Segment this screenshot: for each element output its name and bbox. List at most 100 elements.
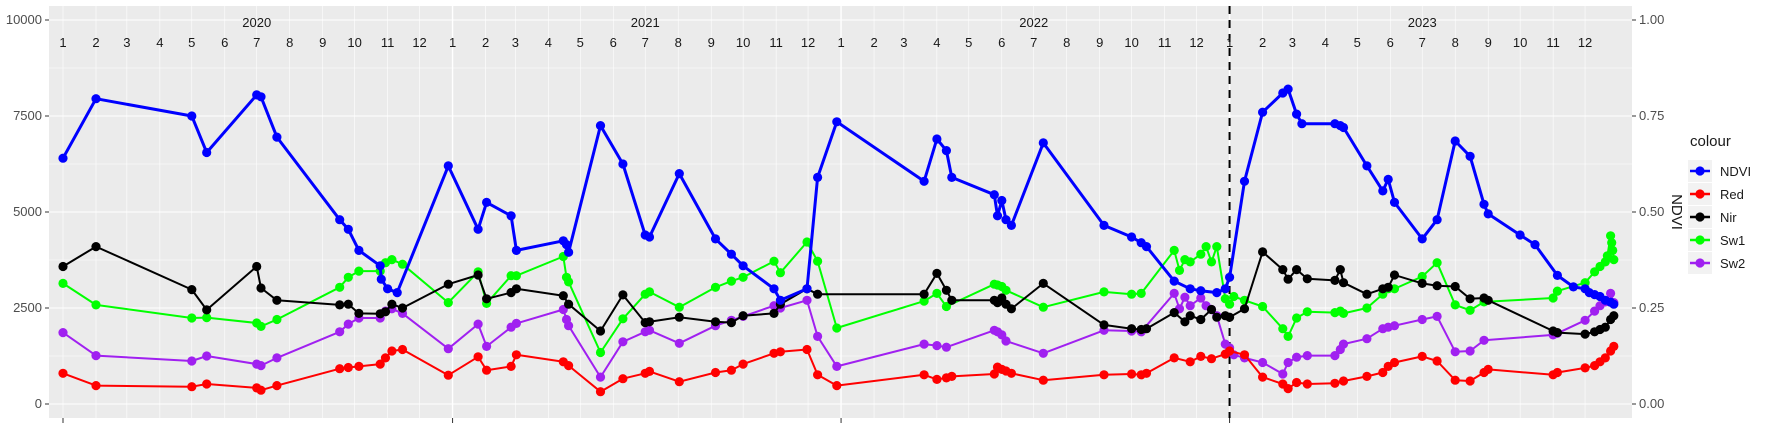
data-point-nir xyxy=(1225,312,1235,322)
month-label: 3 xyxy=(900,35,907,50)
data-point-sw1 xyxy=(187,313,197,323)
data-point-nir xyxy=(710,317,721,327)
data-point-ndvi xyxy=(644,232,655,242)
data-point-sw1 xyxy=(726,276,737,286)
data-point-sw1 xyxy=(1417,271,1427,282)
month-label: 12 xyxy=(412,35,426,50)
data-point-red xyxy=(1141,368,1152,378)
legend-key-point xyxy=(1695,258,1705,268)
data-point-sw2 xyxy=(1180,292,1190,302)
month-label: 2 xyxy=(92,35,99,50)
data-point-red xyxy=(1225,346,1235,356)
data-point-nir xyxy=(1283,274,1293,284)
data-point-sw1 xyxy=(674,302,684,312)
data-point-nir xyxy=(1552,328,1562,338)
data-point-nir xyxy=(252,261,262,272)
data-point-ndvi xyxy=(392,288,402,298)
data-point-ndvi xyxy=(997,195,1007,206)
data-point-nir xyxy=(941,285,952,295)
data-point-red xyxy=(1292,377,1302,388)
data-point-sw2 xyxy=(1302,351,1312,361)
data-point-nir xyxy=(1239,304,1250,314)
month-label: 8 xyxy=(1063,35,1070,50)
month-label: 8 xyxy=(1452,35,1459,50)
data-point-sw1 xyxy=(1169,245,1179,255)
month-label: 10 xyxy=(736,35,750,50)
data-point-nir xyxy=(1006,304,1017,314)
data-point-ndvi xyxy=(947,172,957,182)
data-point-ndvi xyxy=(564,247,574,257)
data-point-sw1 xyxy=(1136,288,1146,298)
data-point-ndvi xyxy=(1220,284,1230,294)
month-label: 6 xyxy=(1387,35,1394,50)
data-point-sw1 xyxy=(1258,301,1268,312)
data-point-nir xyxy=(1212,312,1222,322)
data-point-ndvi xyxy=(561,240,572,250)
data-point-nir xyxy=(1609,311,1619,321)
month-label: 4 xyxy=(156,35,163,50)
data-point-ndvi xyxy=(1127,232,1137,242)
month-label: 10 xyxy=(1513,35,1527,50)
data-point-nir xyxy=(1338,278,1349,288)
data-point-ndvi xyxy=(775,295,786,305)
data-point-red xyxy=(1302,379,1312,389)
data-point-sw1 xyxy=(272,314,282,325)
series-layer xyxy=(58,84,1619,397)
data-point-sw1 xyxy=(1432,258,1442,268)
year-label: 2021 xyxy=(631,15,660,30)
month-label: 9 xyxy=(708,35,715,50)
month-label: 10 xyxy=(347,35,361,50)
data-point-nir xyxy=(644,317,655,327)
data-point-red xyxy=(932,374,942,384)
data-point-ndvi xyxy=(58,153,68,163)
data-point-ndvi xyxy=(272,132,282,142)
data-point-nir xyxy=(1206,304,1217,315)
month-label: 9 xyxy=(1485,35,1492,50)
data-point-sw2 xyxy=(1432,311,1442,321)
data-point-ndvi xyxy=(1001,215,1011,225)
data-point-sw2 xyxy=(1278,369,1288,379)
data-point-sw2 xyxy=(91,351,101,361)
data-point-red xyxy=(802,344,812,355)
data-point-nir xyxy=(482,294,492,304)
data-point-nir xyxy=(1432,281,1442,291)
data-point-sw1 xyxy=(1206,257,1217,267)
data-point-ndvi xyxy=(187,111,197,121)
data-point-sw2 xyxy=(813,331,823,341)
data-point-sw2 xyxy=(58,328,68,338)
data-point-sw2 xyxy=(343,319,353,329)
data-point-ndvi xyxy=(1552,270,1562,280)
data-point-red xyxy=(595,387,606,397)
month-label: 1 xyxy=(59,35,66,50)
data-point-ndvi xyxy=(1378,186,1388,196)
data-point-ndvi xyxy=(1383,174,1393,184)
data-point-sw2 xyxy=(1450,347,1460,357)
data-point-sw1 xyxy=(710,282,721,292)
month-label: 5 xyxy=(188,35,195,50)
data-point-red xyxy=(644,366,655,376)
data-point-red xyxy=(1580,363,1590,373)
data-point-red xyxy=(1389,357,1400,368)
data-point-sw1 xyxy=(1283,331,1293,341)
data-point-sw1 xyxy=(335,282,345,292)
data-point-nir xyxy=(674,312,684,322)
data-point-sw2 xyxy=(1330,351,1340,361)
data-point-sw1 xyxy=(932,288,942,298)
data-point-ndvi xyxy=(674,169,684,179)
month-label: 11 xyxy=(1158,35,1172,50)
data-point-nir xyxy=(932,268,942,278)
data-point-sw2 xyxy=(1292,352,1302,362)
data-point-ndvi xyxy=(618,159,628,169)
data-point-nir xyxy=(1127,324,1137,334)
y2-tick-label: 0.75 xyxy=(1639,108,1664,123)
data-point-ndvi xyxy=(1389,197,1400,207)
legend-label-sw2: Sw2 xyxy=(1720,256,1745,271)
data-point-ndvi xyxy=(941,146,952,156)
data-point-sw2 xyxy=(1465,346,1475,356)
data-point-ndvi xyxy=(376,274,386,284)
data-point-sw2 xyxy=(644,325,655,335)
month-label: 5 xyxy=(1354,35,1361,50)
data-point-red xyxy=(343,362,353,373)
data-point-red xyxy=(1283,384,1293,394)
